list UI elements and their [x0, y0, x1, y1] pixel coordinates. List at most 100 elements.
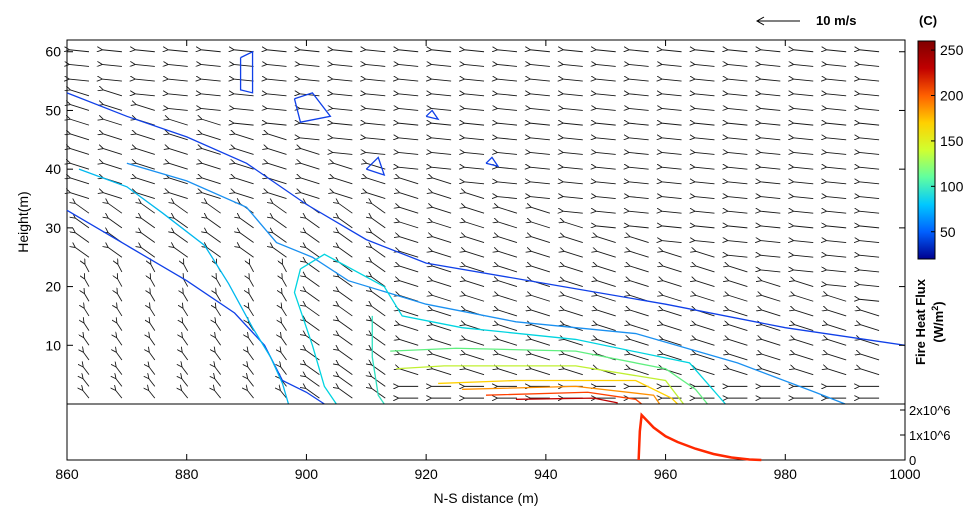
wind-arrow: [563, 79, 583, 81]
wind-arrow: [663, 251, 682, 258]
wind-arrow: [530, 138, 550, 140]
contour-line: [293, 268, 337, 405]
vector-scale-key: 10 m/s: [755, 13, 856, 28]
contour-line: [485, 391, 643, 405]
wind-arrow: [465, 354, 485, 361]
wind-arrow: [695, 295, 715, 302]
wind-arrow: [827, 369, 847, 376]
wind-arrow: [859, 211, 880, 213]
wind-arrow: [201, 50, 221, 52]
distance-tick-label: 940: [534, 466, 558, 482]
wind-arrow: [498, 207, 518, 214]
wind-arrow: [169, 193, 188, 199]
wind-arrow: [563, 182, 583, 184]
height-tick-label: 10: [45, 337, 61, 353]
wind-arrow: [760, 94, 781, 96]
distance-tick-label: 880: [175, 466, 199, 482]
wind-arrow: [530, 152, 550, 154]
wind-arrow: [465, 339, 485, 346]
wind-arrow: [826, 123, 847, 125]
wind-arrow: [431, 167, 452, 169]
wind-arrow: [201, 64, 221, 66]
wind-arrow: [150, 279, 156, 287]
wind-arrow: [207, 218, 221, 229]
wind-arrow: [338, 233, 353, 243]
wind-arrow: [662, 197, 682, 199]
wind-arrow: [115, 390, 123, 399]
wind-arrow: [465, 369, 485, 376]
wind-arrow: [498, 354, 518, 361]
wind-arrow: [662, 50, 682, 52]
wind-temperature-panel: 10 20 30 40 50 60 Height(m): [15, 39, 906, 405]
wind-arrow: [596, 108, 616, 110]
wind-arrow: [75, 247, 90, 258]
wind-arrow: [629, 182, 649, 184]
wind-arrow: [694, 152, 715, 154]
wind-arrow: [69, 79, 90, 81]
wind-arrow: [727, 138, 748, 140]
wind-arrow: [432, 325, 452, 332]
wind-arrow: [305, 365, 320, 376]
wind-arrow: [70, 178, 90, 185]
wind-arrow: [860, 310, 880, 317]
wind-arrow: [498, 295, 518, 302]
wind-arrow: [859, 285, 880, 287]
wind-arrow: [338, 247, 353, 258]
wind-arrow: [300, 163, 320, 170]
wind-arrow: [629, 197, 649, 199]
wind-arrow: [332, 152, 353, 154]
wind-arrow: [662, 123, 682, 125]
wind-arrow: [531, 369, 551, 376]
wind-arrow: [150, 308, 156, 317]
wind-arrow: [760, 197, 781, 199]
wind-arrow: [432, 295, 452, 302]
wind-arrow: [498, 310, 518, 317]
wind-arrow: [695, 325, 715, 332]
wind-arrow: [629, 226, 649, 228]
wind-arrow: [305, 321, 320, 331]
wind-arrow: [116, 367, 123, 375]
wind-arrow: [333, 193, 353, 199]
wind-arrow: [248, 367, 254, 375]
wind-arrow: [431, 138, 452, 140]
wind-arrow: [497, 152, 517, 154]
contour-line: [239, 50, 254, 94]
wind-arrow: [694, 64, 715, 66]
wind-arrow: [268, 163, 287, 170]
wind-arrow: [338, 350, 353, 361]
wind-arrow: [169, 134, 188, 141]
wind-arrow: [629, 79, 649, 81]
wind-arrow: [629, 64, 649, 66]
fire-heat-flux-line: [637, 412, 762, 462]
wind-arrow: [169, 119, 188, 126]
wind-arrow: [69, 64, 90, 66]
wind-arrow: [305, 335, 320, 346]
wind-arrow: [727, 226, 748, 228]
wind-arrow: [432, 178, 452, 185]
wind-arrow: [181, 390, 189, 399]
wind-arrow: [497, 138, 517, 140]
wind-arrow: [183, 264, 189, 273]
wind-arrow: [234, 64, 254, 66]
wind-arrow: [365, 64, 386, 66]
wind-arrow: [859, 108, 880, 110]
height-tick-label: 50: [45, 102, 61, 118]
wind-arrow: [168, 64, 188, 66]
colorbar-tick-label: 50: [940, 224, 956, 240]
wind-arrow: [305, 376, 320, 387]
wind-arrow: [149, 352, 156, 361]
wind-arrow: [215, 367, 222, 375]
wind-arrow: [531, 266, 551, 273]
wind-arrow: [465, 251, 485, 258]
flux-tick-label: 1x10^6: [909, 428, 951, 443]
wind-arrow: [249, 293, 254, 302]
distance-tick-label: 900: [295, 466, 319, 482]
wind-arrow: [793, 255, 814, 257]
wind-arrow: [333, 178, 353, 185]
wind-arrow: [267, 94, 287, 96]
wind-arrow: [727, 211, 748, 213]
wind-arrow: [267, 50, 287, 52]
wind-arrow: [826, 94, 847, 96]
wind-arrow: [371, 291, 386, 302]
wind-arrow: [630, 325, 649, 332]
